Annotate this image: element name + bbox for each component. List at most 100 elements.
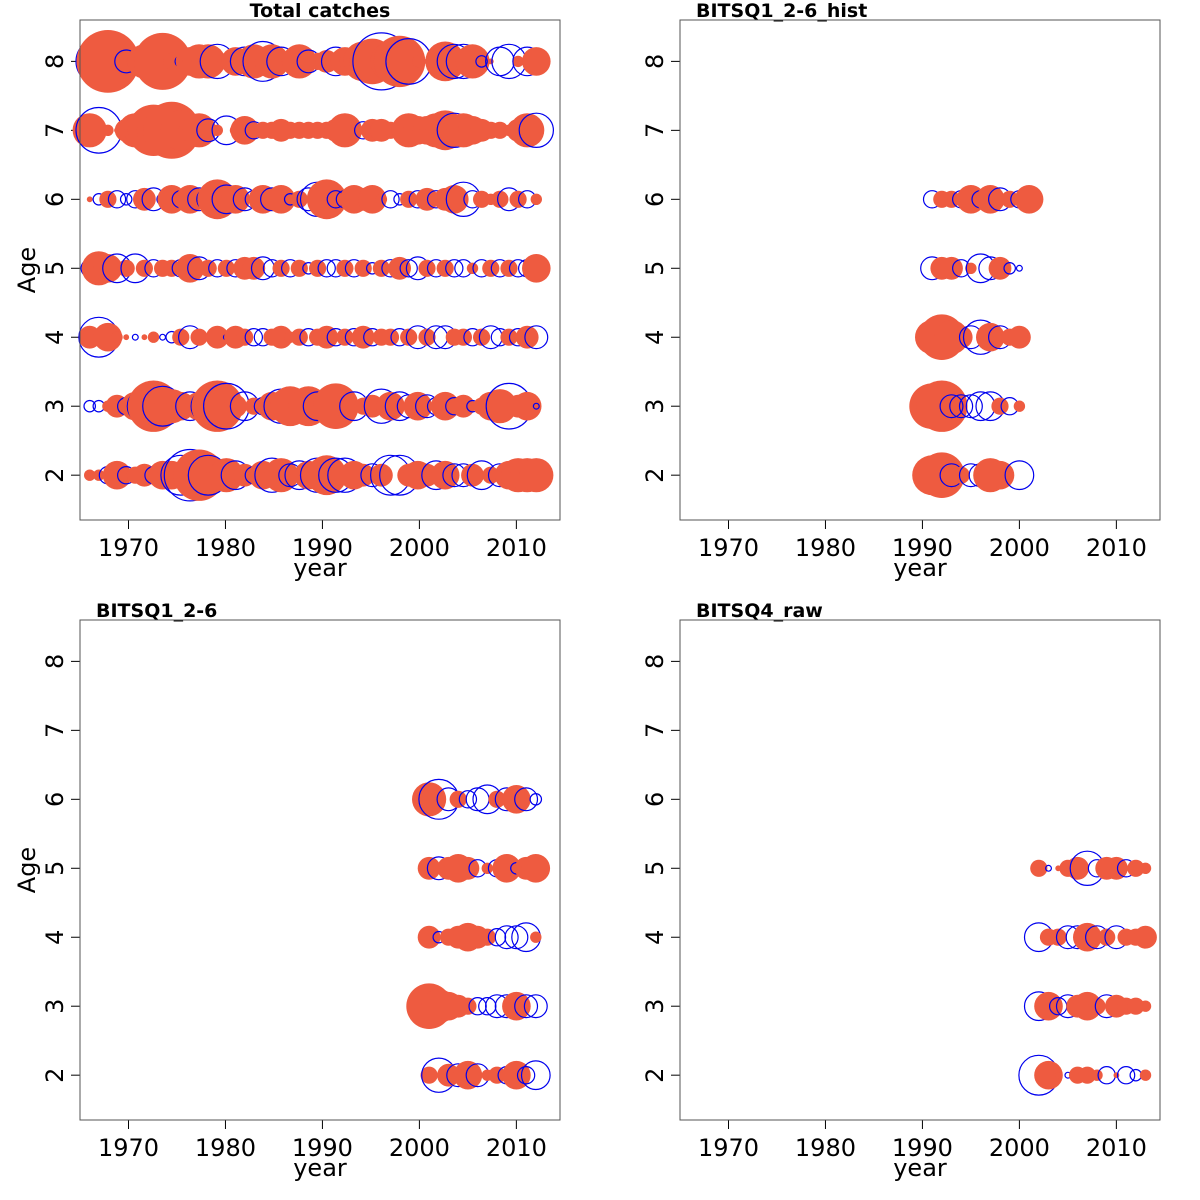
y-tick-label: 6 (41, 192, 69, 207)
positive-residual-bubble (412, 55, 424, 68)
y-tick-label: 7 (41, 123, 69, 138)
positive-residual-bubble (133, 187, 156, 211)
y-tick-label: 7 (641, 723, 669, 738)
negative-residual-bubble (107, 190, 127, 209)
positive-residual-bubble (269, 325, 293, 349)
chart-title: BITSQ1_2-6 (96, 600, 217, 622)
positive-residual-bubble (412, 782, 447, 817)
positive-residual-bubble (403, 391, 433, 421)
positive-residual-bubble (209, 458, 244, 493)
x-tick-label: 1970 (98, 1134, 159, 1162)
y-tick-label: 6 (641, 192, 669, 207)
positive-residual-bubble (482, 389, 517, 424)
negative-residual-bubble (244, 328, 263, 347)
positive-residual-bubble (141, 334, 148, 341)
positive-residual-bubble (492, 854, 521, 883)
positive-residual-bubble (351, 463, 375, 487)
y-tick-label: 8 (41, 54, 69, 69)
x-tick-label: 1980 (195, 1134, 256, 1162)
x-tick-label: 1970 (698, 534, 759, 562)
x-tick-label: 1990 (892, 534, 953, 562)
x-tick-label: 1980 (795, 534, 856, 562)
y-tick-label: 5 (641, 261, 669, 276)
positive-residual-bubble (487, 58, 494, 65)
positive-residual-bubble (1008, 325, 1031, 349)
negative-residual-bubble (939, 394, 964, 419)
positive-residual-bubble (147, 331, 160, 343)
positive-residual-bubble (1034, 991, 1063, 1021)
positive-residual-bubble (430, 460, 460, 490)
positive-residual-bubble (488, 1066, 506, 1084)
positive-residual-bubble (942, 190, 961, 208)
x-tick-label: 1990 (292, 534, 353, 562)
positive-residual-bubble (965, 262, 977, 274)
positive-residual-bubble (491, 190, 509, 208)
x-tick-label: 2010 (1086, 534, 1147, 562)
positive-residual-bubble (456, 856, 480, 880)
bubble-layer (1018, 850, 1157, 1096)
y-tick-label: 6 (641, 792, 669, 807)
y-tick-label: 8 (641, 54, 669, 69)
positive-residual-bubble (163, 52, 181, 70)
positive-residual-bubble (449, 790, 467, 808)
positive-residual-bubble (376, 391, 405, 421)
positive-residual-bubble (530, 193, 542, 205)
negative-residual-bubble (445, 259, 464, 278)
positive-residual-bubble (117, 259, 135, 277)
y-tick-label: 7 (641, 123, 669, 138)
bubble-layer (72, 30, 555, 502)
negative-residual-bubble (119, 193, 133, 206)
y-axis-label: Age (13, 847, 41, 893)
y-tick-label: 2 (41, 468, 69, 483)
x-axis-label: year (293, 1154, 347, 1182)
positive-residual-bubble (111, 331, 123, 343)
x-tick-label: 2010 (486, 534, 547, 562)
y-tick-label: 8 (41, 654, 69, 669)
negative-residual-bubble (159, 333, 167, 341)
positive-residual-bubble (502, 991, 531, 1021)
positive-residual-bubble (76, 30, 140, 93)
positive-residual-bubble (93, 322, 123, 352)
positive-residual-bubble (440, 185, 469, 214)
positive-residual-bubble (949, 325, 973, 349)
negative-residual-bubble (1004, 460, 1035, 491)
positive-residual-bubble (1139, 862, 1152, 874)
positive-residual-bubble (1073, 922, 1102, 952)
negative-residual-bubble (381, 190, 400, 209)
positive-residual-bubble (84, 469, 96, 481)
y-tick-label: 3 (641, 399, 669, 414)
positive-residual-bubble (354, 259, 372, 277)
positive-residual-bubble (425, 41, 466, 82)
x-tick-label: 1990 (892, 1134, 953, 1162)
chart-panel-1: Total catches 1970 1980 1990 2000 2010 2 3 4 5 6 7 8… (13, 0, 561, 582)
positive-residual-bubble (991, 397, 1009, 415)
y-axis-label: Age (13, 247, 41, 293)
y-tick-label: 4 (41, 930, 69, 945)
y-tick-label: 2 (641, 1068, 669, 1083)
positive-residual-bubble (916, 380, 968, 432)
positive-residual-bubble (264, 458, 299, 493)
positive-residual-bubble (282, 44, 317, 79)
positive-residual-bubble (1066, 856, 1089, 880)
plot-frame (679, 19, 1161, 521)
x-tick-label: 1970 (98, 534, 159, 562)
negative-residual-bubble (1044, 864, 1052, 872)
positive-residual-bubble (1006, 472, 1013, 479)
positive-residual-bubble (114, 58, 120, 65)
positive-residual-bubble (86, 196, 93, 203)
positive-residual-bubble (1049, 928, 1067, 946)
chart-panel-4: BITSQ4_raw 1970 1980 1990 2000 2010 2 3 4 5 6 7 8 yea… (641, 600, 1161, 1182)
negative-residual-bubble (475, 55, 488, 68)
positive-residual-bubble (221, 185, 250, 214)
positive-residual-bubble (940, 256, 963, 280)
y-tick-label: 8 (641, 654, 669, 669)
positive-residual-bubble (1139, 1000, 1152, 1012)
positive-residual-bubble (1098, 928, 1116, 946)
positive-residual-bubble (290, 190, 308, 208)
negative-residual-bubble (458, 790, 478, 809)
positive-residual-bubble (420, 1066, 438, 1084)
positive-residual-bubble (191, 380, 243, 432)
positive-residual-bubble (473, 328, 491, 346)
positive-residual-bubble (123, 334, 130, 341)
